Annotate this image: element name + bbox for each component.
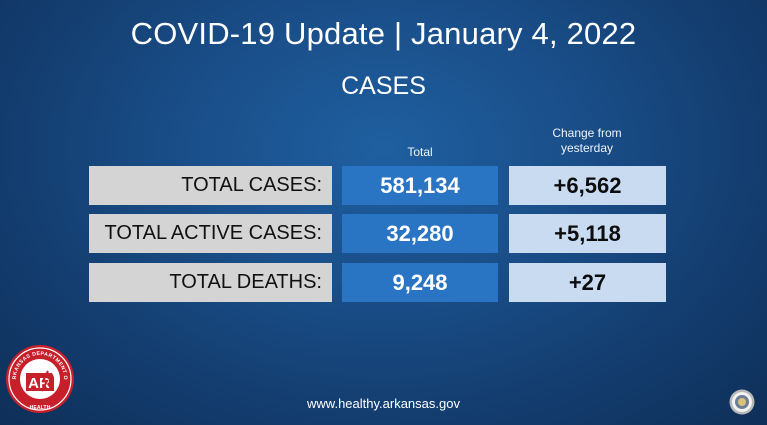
row-total-value: 9,248 [342, 263, 498, 302]
row-label: TOTAL CASES: [89, 166, 332, 205]
table-row-active-cases: TOTAL ACTIVE CASES: 32,280 +5,118 [89, 214, 666, 253]
slide-title: COVID-19 Update | January 4, 2022 [130, 16, 637, 51]
column-header-change-line1: Change from [552, 126, 622, 140]
column-header-change-line2: yesterday [560, 141, 614, 155]
state-seal-icon [729, 389, 755, 415]
arkansas-department-of-health-logo-icon: ARKANSAS DEPARTMENT OF HEALTH AR [2, 339, 76, 415]
row-label: TOTAL ACTIVE CASES: [89, 214, 332, 253]
row-total-value: 32,280 [342, 214, 498, 253]
row-change-value: +6,562 [509, 166, 666, 205]
slide-subtitle: CASES [341, 72, 426, 100]
column-header-change: Change from yesterday [509, 126, 665, 156]
row-change-value: +5,118 [509, 214, 666, 253]
website-url: www.healthy.arkansas.gov [307, 396, 460, 411]
column-header-total: Total [407, 145, 433, 159]
table-row-total-deaths: TOTAL DEATHS: 9,248 +27 [89, 263, 666, 302]
row-total-value: 581,134 [342, 166, 498, 205]
row-change-value: +27 [509, 263, 666, 302]
svg-text:HEALTH: HEALTH [30, 405, 51, 411]
table-row-total-cases: TOTAL CASES: 581,134 +6,562 [89, 166, 666, 205]
row-label: TOTAL DEATHS: [89, 263, 332, 302]
